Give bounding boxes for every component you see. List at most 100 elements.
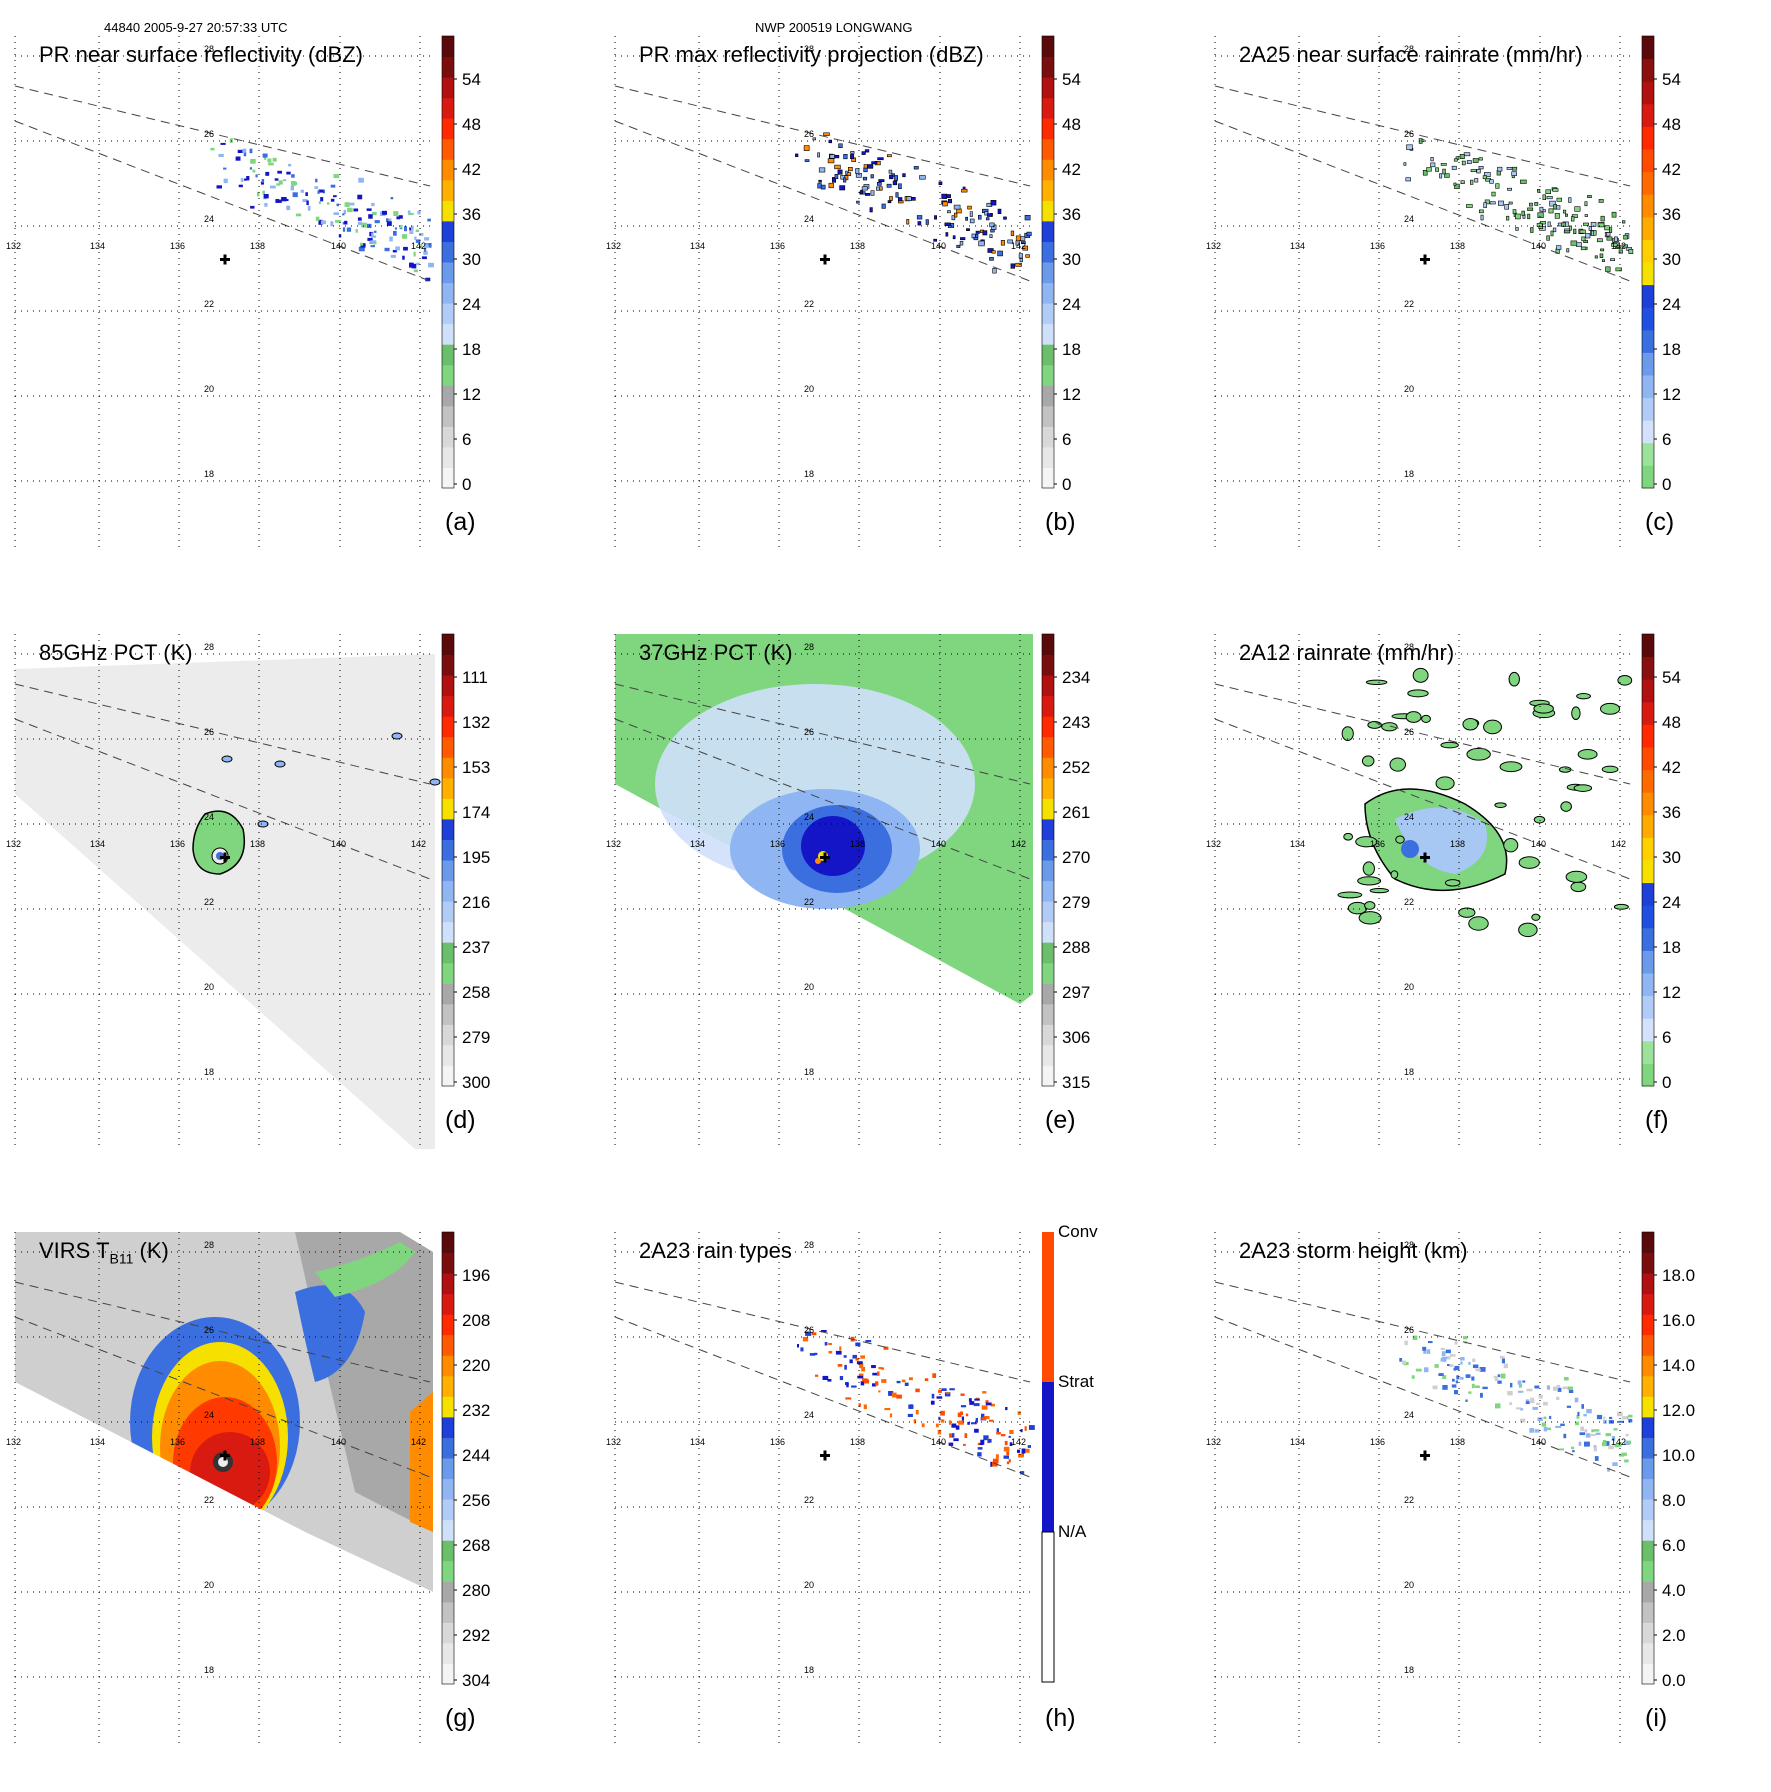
panel-letter-c: (c) <box>1645 508 1675 536</box>
map-panel-g: 132 134 136 138 140 142 18 20 22 24 26 28 196 208 220 2… <box>6 1231 575 1792</box>
panel-letter-b: (b) <box>1045 508 1076 536</box>
colorbar-label: 12 <box>1662 385 1681 404</box>
colorbar-label: 297 <box>1062 983 1090 1002</box>
colorbar-label: 36 <box>1062 205 1081 224</box>
latitude-label: 28 <box>1404 642 1414 652</box>
colorbar-label: 16.0 <box>1662 1311 1695 1330</box>
map-plot-g: 132 134 136 138 140 142 18 20 22 24 26 28 196 208 220 2… <box>6 1231 490 1747</box>
panel-letter-e: (e) <box>1045 1106 1076 1134</box>
latitude-label: 22 <box>204 897 214 907</box>
latitude-label: 26 <box>804 129 814 139</box>
map-plot-b: 132 134 136 138 140 142 18 20 22 24 26 28 54 48 42 36 30… <box>606 35 1081 551</box>
swath-edge-line <box>614 120 1031 282</box>
latitude-label: 24 <box>804 1410 814 1420</box>
latitude-label: 28 <box>804 1240 814 1250</box>
colorbar-label: 244 <box>462 1446 490 1465</box>
panel-title-g: VIRS TB11 (K) <box>39 1238 169 1267</box>
panel-title-c: 2A25 near surface rainrate (mm/hr) <box>1239 42 1583 67</box>
longitude-label: 134 <box>690 241 705 251</box>
latitude-label: 22 <box>804 1495 814 1505</box>
latitude-label: 26 <box>804 1325 814 1335</box>
map-panel-c: 132 134 136 138 140 142 18 20 22 24 26 28 54 48 42 36 30… <box>1206 35 1771 596</box>
latitude-label: 18 <box>1404 1067 1414 1077</box>
longitude-label: 138 <box>850 241 865 251</box>
colorbar-label: 304 <box>462 1671 490 1690</box>
map-panel-f: 132 134 136 138 140 142 18 20 22 24 26 28 54 48 42 36 30… <box>1206 633 1771 1194</box>
map-panel-i: 132 134 136 138 140 142 18 20 22 24 26 28 18.0 16.0 14… <box>1206 1231 1771 1792</box>
longitude-label: 132 <box>1206 1437 1221 1447</box>
colorbar-label: 4.0 <box>1662 1581 1686 1600</box>
map-panel-b: 132 134 136 138 140 142 18 20 22 24 26 28 54 48 42 36 30… <box>606 35 1175 596</box>
swath-edge-line <box>1214 120 1631 282</box>
map-plot-a: 132 134 136 138 140 142 18 20 22 24 26 28 54 48 42 36 30… <box>6 35 481 551</box>
latitude-label: 26 <box>1404 129 1414 139</box>
colorbar-label: 174 <box>462 803 490 822</box>
colorbar-label: 216 <box>462 893 490 912</box>
longitude-label: 142 <box>1611 839 1626 849</box>
header-orbit-time: 44840 2005-9-27 20:57:33 UTC <box>104 20 288 35</box>
colorbar-label: 0 <box>1062 475 1071 494</box>
colorbar-label: 132 <box>462 713 490 732</box>
longitude-label: 142 <box>1011 1437 1026 1447</box>
storm-center-icon <box>220 852 230 863</box>
storm-center-icon <box>220 254 230 265</box>
colorbar-label: 18.0 <box>1662 1266 1695 1285</box>
colorbar-label: 18 <box>1662 938 1681 957</box>
longitude-label: 136 <box>770 241 785 251</box>
panel-title-i: 2A23 storm height (km) <box>1239 1238 1468 1263</box>
latitude-label: 18 <box>1404 1665 1414 1675</box>
latitude-label: 20 <box>204 384 214 394</box>
longitude-label: 134 <box>690 839 705 849</box>
swath-edge-line <box>1214 1316 1631 1478</box>
latitude-label: 24 <box>1404 214 1414 224</box>
colorbar-label: 306 <box>1062 1028 1090 1047</box>
swath-edge-line <box>14 120 431 282</box>
latitude-label: 18 <box>804 469 814 479</box>
latitude-label: 22 <box>1404 299 1414 309</box>
longitude-label: 134 <box>90 839 105 849</box>
colorbar-label: 6 <box>1662 430 1671 449</box>
swath-edge-line <box>614 683 1031 785</box>
latitude-label: 20 <box>1404 982 1414 992</box>
longitude-label: 138 <box>250 1437 265 1447</box>
colorbar-label: 0.0 <box>1662 1671 1686 1690</box>
swath-edge-line <box>614 1281 1031 1383</box>
panel-title-d: 85GHz PCT (K) <box>39 640 193 665</box>
latitude-label: 22 <box>204 1495 214 1505</box>
colorbar-label: 54 <box>1662 668 1681 687</box>
longitude-label: 136 <box>170 1437 185 1447</box>
longitude-label: 138 <box>1450 839 1465 849</box>
longitude-label: 138 <box>850 1437 865 1447</box>
longitude-label: 136 <box>170 839 185 849</box>
swath-edge-line <box>1214 85 1631 187</box>
colorbar-label: 12 <box>1062 385 1081 404</box>
colorbar-label: 243 <box>1062 713 1090 732</box>
swath-edge-line <box>14 1281 431 1383</box>
panel-title-f: 2A12 rainrate (mm/hr) <box>1239 640 1455 665</box>
latitude-label: 18 <box>804 1067 814 1077</box>
latitude-label: 28 <box>804 642 814 652</box>
latitude-label: 22 <box>804 897 814 907</box>
swath-edge-line <box>614 1316 1031 1478</box>
longitude-label: 142 <box>411 1437 426 1447</box>
latitude-label: 24 <box>204 1410 214 1420</box>
longitude-label: 140 <box>931 1437 946 1447</box>
longitude-label: 140 <box>331 839 346 849</box>
colorbar-label: 18 <box>462 340 481 359</box>
colorbar-label: 24 <box>1662 295 1681 314</box>
latitude-label: 28 <box>204 642 214 652</box>
map-plot-d: 132 134 136 138 140 142 18 20 22 24 26 28 111 132 153 1… <box>6 633 490 1149</box>
map-panel-e: 132 134 136 138 140 142 18 20 22 24 26 28 234 243 252 2… <box>606 633 1175 1194</box>
longitude-label: 142 <box>1011 839 1026 849</box>
latitude-label: 24 <box>204 812 214 822</box>
longitude-label: 136 <box>1370 839 1385 849</box>
colorbar-label: 36 <box>1662 205 1681 224</box>
latitude-label: 28 <box>204 44 214 54</box>
longitude-label: 136 <box>1370 241 1385 251</box>
colorbar-label: 6 <box>462 430 471 449</box>
latitude-label: 20 <box>1404 384 1414 394</box>
storm-center-icon <box>220 1450 230 1461</box>
colorbar-label: 30 <box>1662 848 1681 867</box>
latitude-label: 26 <box>1404 1325 1414 1335</box>
longitude-label: 134 <box>90 1437 105 1447</box>
